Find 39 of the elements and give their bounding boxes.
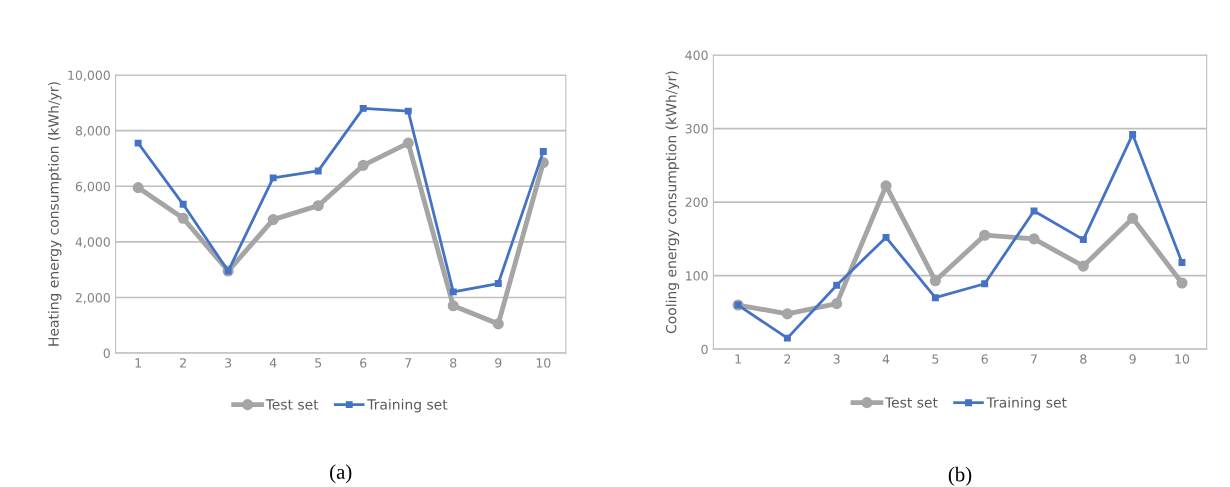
x-tick-label: 6 [360, 358, 367, 368]
x-tick-label: 5 [932, 354, 939, 364]
legend-label: Test set [265, 399, 319, 410]
y-tick-label: 400 [685, 50, 708, 60]
x-tick-label: 4 [882, 354, 890, 364]
y-tick-label: 10,000 [68, 70, 110, 82]
legend-label: Training set [367, 398, 448, 413]
text: (a) [330, 464, 352, 484]
x-tick-label: 2 [784, 354, 791, 364]
x-tick-label: 7 [405, 358, 412, 368]
y-tick-label: 0 [701, 344, 708, 355]
y-tick-label: 0 [103, 348, 110, 358]
y-tick-label: 8,000 [75, 126, 110, 137]
x-tick-label: 8 [450, 358, 457, 368]
x-tick-label: 10 [1175, 354, 1190, 364]
y-tick-label: 2,000 [75, 292, 110, 304]
x-tick-label: 6 [981, 354, 988, 364]
y-axis-title: Heating energy consumption (kWh/yr) [48, 82, 62, 346]
legend-label: Training set [986, 396, 1067, 411]
text: (b) [948, 466, 972, 486]
y-tick-label: 4,000 [75, 237, 110, 249]
y-tick-label: 6,000 [75, 181, 110, 193]
x-tick-label: 1 [735, 354, 741, 364]
x-tick-label: 7 [1031, 354, 1037, 364]
x-tick-label: 4 [269, 358, 277, 368]
x-tick-label: 9 [1129, 354, 1136, 364]
x-tick-label: 9 [495, 358, 502, 368]
x-tick-label: 3 [833, 354, 840, 364]
y-tick-label: 200 [685, 197, 708, 208]
y-tick-label: 300 [685, 124, 708, 134]
y-axis-title: Cooling energy consumption (kWh/yr) [665, 71, 680, 334]
x-tick-label: 8 [1080, 354, 1087, 364]
x-tick-label: 5 [315, 358, 322, 368]
x-tick-label: 1 [135, 358, 141, 368]
y-tick-label: 100 [686, 271, 708, 281]
x-tick-label: 3 [225, 358, 232, 368]
x-tick-label: 2 [180, 358, 186, 368]
x-tick-label: 10 [536, 358, 551, 368]
legend-label: Test set [884, 397, 938, 408]
